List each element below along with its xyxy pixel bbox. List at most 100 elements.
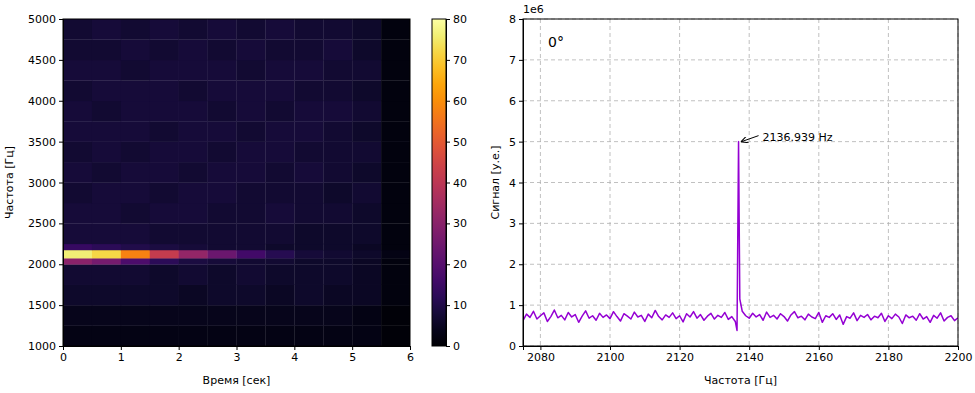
tick-mark: [121, 346, 122, 350]
heatmap-cell: [208, 203, 237, 224]
tick: 8: [509, 13, 523, 26]
heatmap-cell: [381, 19, 410, 40]
tick: 2140: [736, 346, 764, 364]
tick: 1: [509, 299, 523, 312]
heatmap-cell: [381, 39, 410, 60]
heatmap-cell: [381, 264, 410, 285]
heatmap-cell: [265, 80, 294, 101]
tick-mark: [59, 183, 63, 184]
axis: 01020304050607080: [446, 13, 467, 353]
heatmap-cell: [208, 19, 237, 40]
axis: 0123456: [60, 346, 414, 364]
heatmap-cell: [381, 223, 410, 244]
heatmap-cell: [92, 101, 121, 122]
tick-mark: [59, 19, 63, 20]
heatmap-cell: [323, 264, 352, 285]
heatmap-cell: [150, 223, 179, 244]
heatmap-cell: [92, 250, 121, 258]
heatmap-cell: [294, 258, 323, 264]
axis-line: [64, 347, 411, 351]
tick-label: 1000: [28, 340, 56, 353]
heatmap-cell: [92, 305, 121, 326]
tick-label: 5000: [28, 13, 56, 26]
tick-mark: [446, 19, 450, 20]
heatmap-cell: [179, 39, 208, 60]
heatmap-cell: [294, 264, 323, 285]
heatmap-cell: [381, 80, 410, 101]
heatmap-cell: [179, 183, 208, 204]
heatmap-cell: [323, 121, 352, 142]
heatmap-cell: [237, 305, 266, 326]
tick-label: 3500: [28, 136, 56, 149]
heatmap-cell: [63, 39, 92, 60]
heatmap-cell: [121, 60, 150, 81]
tick-label: 6: [509, 95, 516, 108]
heatmap-cell: [352, 285, 381, 306]
tick-mark: [680, 346, 681, 350]
tick-label: 10: [453, 299, 467, 312]
heatmap-cell: [121, 264, 150, 285]
heatmap-cell: [121, 223, 150, 244]
heatmap-cell: [381, 142, 410, 163]
heatmap-cell: [323, 39, 352, 60]
tick: 4500: [28, 54, 63, 67]
heatmap-cell: [294, 203, 323, 224]
tick-mark: [294, 346, 295, 350]
heatmap-cell: [150, 326, 179, 346]
spectrum-line: [523, 142, 958, 331]
heatmap-cell: [323, 142, 352, 163]
heatmap-cell: [323, 60, 352, 81]
tick-mark: [540, 346, 541, 350]
heatmap-cell: [179, 203, 208, 224]
y-axis-title: Частота [Гц]: [3, 146, 16, 219]
heatmap-cell: [179, 250, 208, 258]
heatmap-cell: [92, 162, 121, 183]
heatmap-cell: [208, 121, 237, 142]
tick: 5: [349, 346, 356, 364]
heatmap-cell: [63, 101, 92, 122]
heatmap-cell: [352, 264, 381, 285]
heatmap-cell: [381, 60, 410, 81]
heatmap-cell: [63, 305, 92, 326]
heatmap-cell: [352, 250, 381, 258]
tick: 2000: [28, 258, 63, 271]
tick-label: 0: [509, 340, 516, 353]
tick: 20: [446, 258, 467, 271]
tick: 60: [446, 95, 467, 108]
tick-label: 20: [453, 258, 467, 271]
tick: 6: [509, 95, 523, 108]
axis: 100015002000250030003500400045005000: [28, 13, 64, 353]
heatmap-cell: [294, 250, 323, 258]
heatmap-cell: [294, 142, 323, 163]
heatmap-cell: [121, 285, 150, 306]
tick-label: 3: [234, 351, 241, 364]
heatmap-cell: [237, 203, 266, 224]
tick-label: 4500: [28, 54, 56, 67]
heatmap-cell: [92, 60, 121, 81]
heatmap-cell: [150, 162, 179, 183]
heatmap-cell: [237, 19, 266, 40]
tick-label: 2160: [805, 351, 833, 364]
heatmap-cell: [237, 183, 266, 204]
tick-mark: [519, 183, 523, 184]
heatmap-cell: [294, 223, 323, 244]
heatmap-cell: [265, 326, 294, 346]
tick-label: 2200: [945, 351, 973, 364]
heatmap-cell: [294, 244, 323, 250]
tick-label: 2140: [736, 351, 764, 364]
heatmap-cell: [208, 142, 237, 163]
heatmap-cell: [63, 258, 92, 264]
line-layer: [523, 142, 958, 331]
tick-mark: [237, 346, 238, 350]
heatmap-cell: [121, 305, 150, 326]
heatmap-cell: [265, 223, 294, 244]
tick: 3: [234, 346, 241, 364]
x-axis-title: Время [сек]: [203, 374, 271, 387]
tick-mark: [179, 346, 180, 350]
axis: 2080210021202140216021802200: [524, 346, 973, 364]
tick-label: 4: [509, 177, 516, 190]
heatmap-cell: [352, 80, 381, 101]
heatmap-cell: [237, 80, 266, 101]
heatmap-cell: [150, 19, 179, 40]
heatmap-cell: [323, 203, 352, 224]
